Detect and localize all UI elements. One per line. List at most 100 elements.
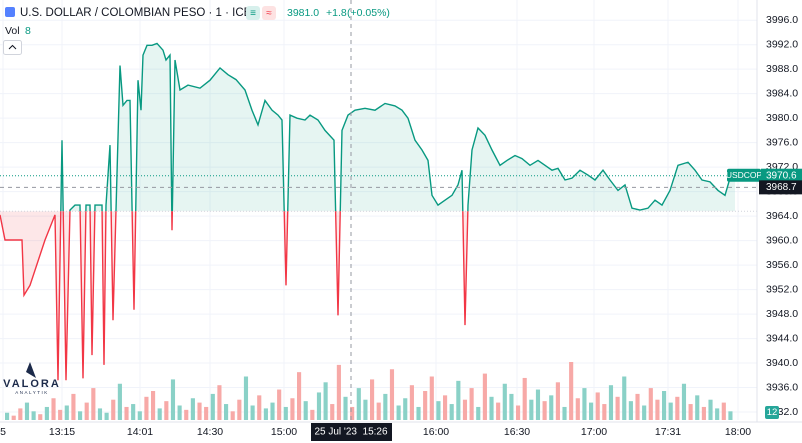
y-tick-label: 3960.0 — [766, 234, 798, 246]
y-tick-label: 3976.0 — [766, 136, 798, 148]
volume-bar — [655, 399, 660, 420]
volume-bar — [436, 401, 441, 420]
volume-bar — [721, 402, 726, 420]
crosshair-price-text: 3968.7 — [766, 182, 797, 193]
volume-bar — [542, 401, 547, 420]
x-tick-label: 14:30 — [197, 426, 223, 438]
crosshair-time-badge — [311, 423, 392, 441]
volume-bar — [190, 398, 195, 420]
volume-badge — [765, 406, 779, 419]
price-line-up — [60, 42, 736, 212]
y-tick-label: 3936.0 — [766, 381, 798, 393]
symbol-badge — [727, 168, 761, 182]
volume-bar — [429, 376, 434, 420]
volume-bar — [277, 389, 282, 420]
volume-bar — [64, 405, 69, 420]
volume-bar — [635, 393, 640, 420]
status-icon-glyph: ≡ — [250, 8, 256, 19]
volume-bar — [356, 388, 361, 420]
volume-bar — [184, 409, 189, 420]
volume-bar — [489, 396, 494, 420]
volume-bar — [522, 377, 527, 420]
volume-bar — [316, 392, 322, 420]
volume-bar — [389, 369, 395, 420]
volume-bar — [582, 388, 587, 420]
price-line-down — [0, 211, 469, 381]
volume-bar — [124, 406, 129, 420]
volume-bar — [675, 396, 680, 420]
last-price: 3981.0 — [287, 7, 319, 19]
volume-bar — [496, 402, 501, 420]
collapse-button[interactable] — [3, 40, 22, 55]
volume-bar — [715, 408, 720, 420]
crosshair-time-text: 25 Jul '23 15:26 — [314, 427, 388, 438]
volume-bar — [297, 372, 302, 420]
volume-bar — [688, 404, 693, 420]
x-tick-label: 13:15 — [49, 426, 75, 438]
volume-bar — [502, 383, 507, 420]
volume-bar — [535, 389, 541, 420]
y-tick-label: 3996.0 — [766, 14, 798, 26]
volume-bar — [117, 383, 122, 420]
volume-bar — [648, 388, 653, 420]
volume-bar — [708, 399, 713, 420]
volume-bar — [529, 399, 534, 420]
logo-subtext: ANALYTIK — [15, 390, 48, 395]
volume-bar — [131, 404, 136, 420]
volume-bar — [516, 405, 521, 420]
y-tick-label: 3980.0 — [766, 112, 798, 124]
volume-bar — [5, 412, 10, 420]
volume-bar — [144, 396, 149, 420]
volume-bar — [449, 404, 454, 420]
volume-bar — [24, 402, 30, 420]
volume-bar — [589, 402, 594, 420]
volume-bar — [58, 409, 63, 420]
y-tick-label: 3940.0 — [766, 357, 798, 369]
volume-bar — [456, 380, 461, 420]
volume-bar — [97, 408, 103, 420]
volume-bar — [157, 408, 162, 420]
volume-bar — [257, 395, 262, 420]
volume-bar — [595, 392, 600, 420]
y-tick-label: 3988.0 — [766, 63, 798, 75]
volume-bar — [695, 395, 700, 420]
axes: 3996.03992.03988.03984.03980.03976.03972… — [0, 14, 802, 441]
volume-bar — [615, 396, 620, 420]
volume-bar — [443, 395, 448, 420]
volume-last: 8 — [25, 25, 31, 37]
area-down — [0, 211, 468, 381]
chart-title: U.S. DOLLAR / COLOMBIAN PESO · 1 · ICE — [20, 7, 252, 19]
volume-bar — [575, 398, 580, 420]
volume-bar — [217, 385, 222, 420]
volume-bar — [270, 402, 275, 420]
volume-bar — [396, 405, 401, 420]
volume-bar — [403, 398, 408, 420]
y-tick-label: 3956.0 — [766, 259, 798, 271]
volume-bar — [283, 406, 288, 420]
y-tick-label: 3984.0 — [766, 87, 798, 99]
price-change: +1.8 — [326, 7, 347, 19]
x-tick-label: 15:00 — [271, 426, 297, 438]
volume-bar — [350, 406, 355, 420]
x-tick-label: 5 — [0, 426, 6, 438]
y-tick-label: 3964.0 — [766, 210, 798, 222]
logo-mark — [26, 362, 36, 378]
volume-bar — [250, 405, 255, 420]
volume-bar — [622, 376, 627, 420]
volume-badge-text: 12 — [767, 407, 778, 418]
delay-icon — [262, 6, 276, 20]
y-tick-label: 3948.0 — [766, 308, 798, 320]
x-tick-label: 14:01 — [127, 426, 153, 438]
volume-bar — [555, 382, 560, 420]
volume-bar — [668, 402, 673, 420]
volume-bar — [104, 412, 109, 420]
volume-bar — [78, 411, 83, 420]
area-up — [0, 43, 735, 212]
volume-bar — [330, 404, 335, 420]
logo-text: VALORA — [3, 378, 61, 390]
volume-bar — [509, 393, 514, 420]
volume-bar — [197, 402, 202, 420]
status-icon — [246, 6, 260, 20]
volume-bar — [336, 364, 341, 420]
